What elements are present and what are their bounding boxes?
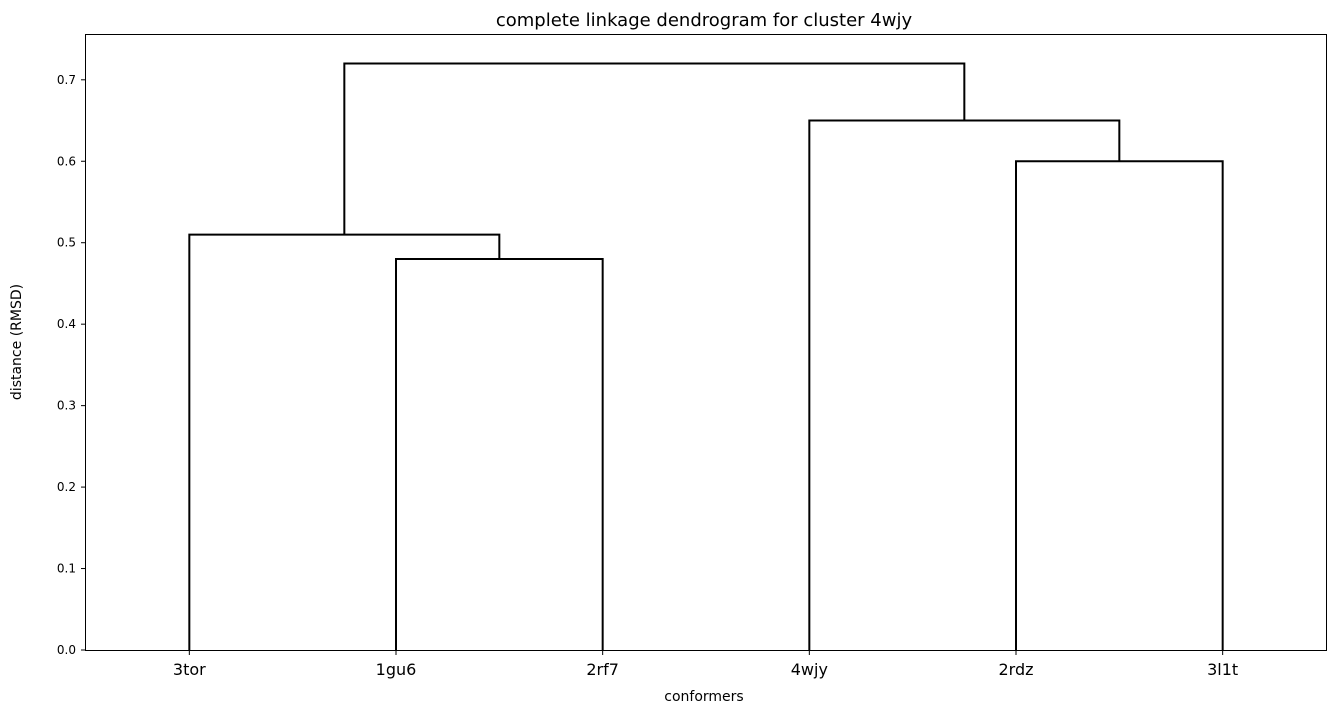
chart-title: complete linkage dendrogram for cluster …: [496, 10, 913, 31]
dendrogram-link-5: [343, 62, 966, 235]
y-tick-label: 0.5: [57, 236, 76, 250]
y-tick-label: 0.7: [57, 73, 76, 87]
y-tick-label: 0.6: [57, 154, 76, 168]
dendrogram-link-3: [1015, 160, 1224, 650]
dendrogram-link-4: [808, 119, 1121, 650]
x-axis-label: conformers: [664, 689, 743, 705]
dendrogram-links: [188, 62, 1224, 650]
y-axis-label: distance (RMSD): [9, 284, 25, 400]
dendrogram-link-1: [395, 258, 604, 650]
y-tick-label: 0.4: [57, 317, 76, 331]
dendrogram-link-2: [188, 233, 501, 650]
y-tick-label: 0.2: [57, 480, 76, 494]
x-tick-label: 2rf7: [586, 660, 619, 679]
x-tick-label: 3l1t: [1207, 660, 1238, 679]
x-tick-label: 2rdz: [998, 660, 1033, 679]
x-tick-label: 1gu6: [376, 660, 417, 679]
y-axis-ticks: 0.0 0.1 0.2 0.3 0.4 0.5 0.6 0.7: [57, 73, 86, 657]
x-tick-label: 4wjy: [791, 660, 828, 679]
y-tick-label: 0.0: [57, 643, 76, 657]
y-tick-label: 0.1: [57, 562, 76, 576]
plot-frame: [85, 34, 1327, 651]
x-axis-ticks: 3tor 1gu6 2rf7 4wjy 2rdz 3l1t: [173, 650, 1238, 679]
x-tick-label: 3tor: [173, 660, 206, 679]
y-tick-label: 0.3: [57, 399, 76, 413]
